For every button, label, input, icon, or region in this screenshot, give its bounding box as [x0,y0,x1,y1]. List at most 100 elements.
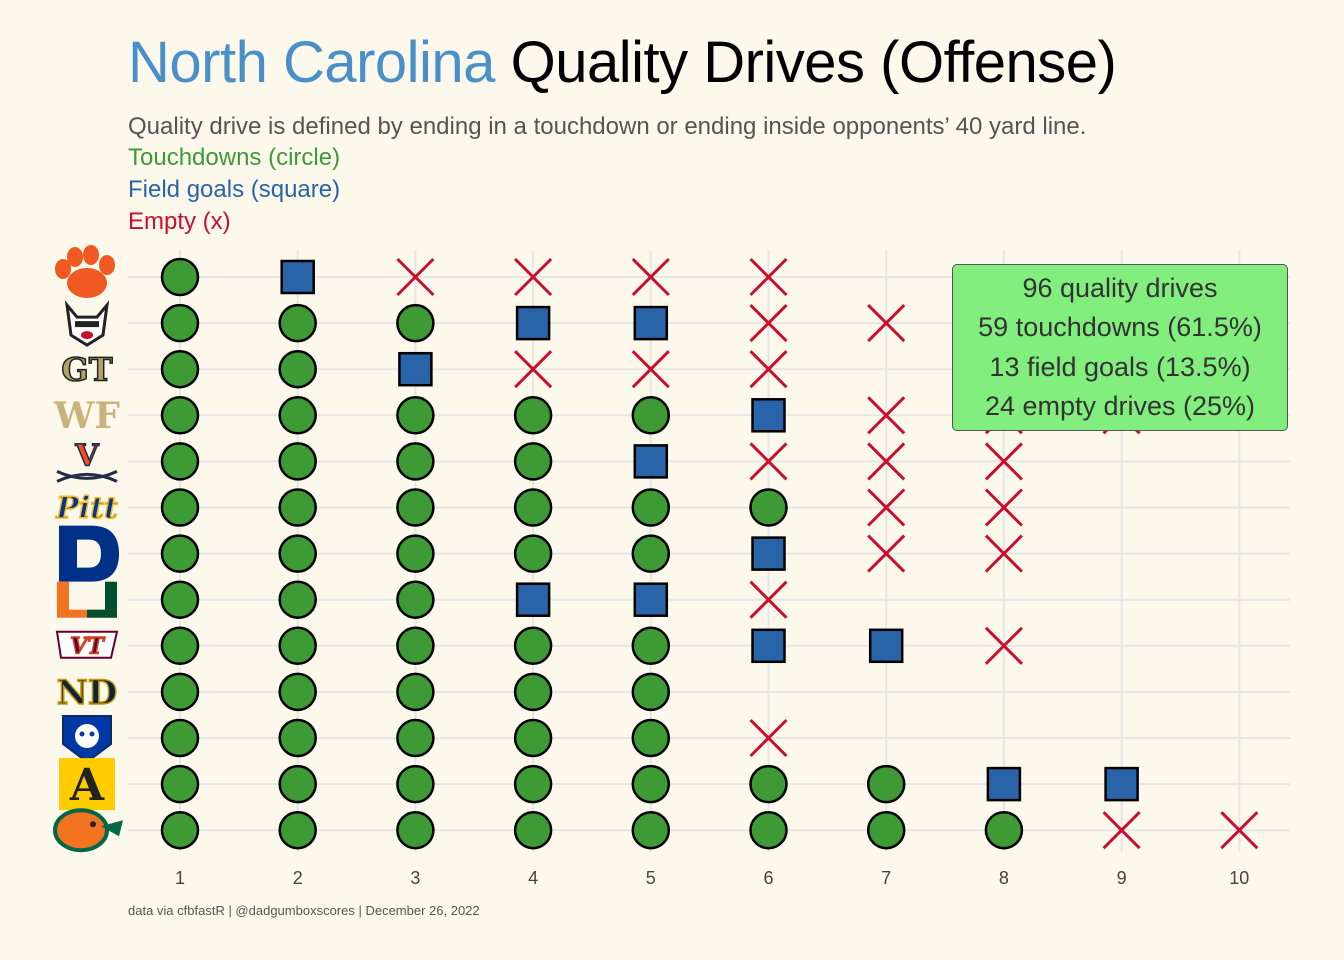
touchdown-mark [278,626,317,666]
empty-drive-mark [984,626,1023,665]
x-tick-label: 5 [646,868,656,888]
touchdown-mark [396,396,435,435]
touchdown-mark [631,534,671,573]
empty-drive-mark [631,350,670,389]
empty-drive-mark [867,534,906,573]
touchdown-mark [513,534,553,573]
field-goal-mark [633,582,669,617]
field-goal-mark [751,536,786,571]
empty-drive-mark [514,350,553,389]
field-goal-mark [398,351,433,387]
georgia-state-panther-logo [62,715,112,764]
title-rest: Quality Drives (Offense) [510,30,1117,95]
legend-touchdowns: Touchdowns (circle) [128,144,341,171]
duke-d-logo [59,525,119,582]
touchdown-mark [278,810,317,850]
touchdown-mark [396,672,435,712]
touchdown-mark [278,718,317,758]
touchdown-mark [631,672,671,712]
touchdown-mark [749,764,788,804]
touchdown-mark [749,810,788,850]
svg-text:Pitt: Pitt [55,491,118,526]
miami-u-logo [57,581,117,618]
field-goal-mark [986,766,1022,802]
touchdown-mark [160,764,200,804]
famu-rattler-logo [53,808,123,853]
touchdown-mark [160,488,200,527]
touchdown-mark [513,488,553,527]
touchdown-mark [396,764,435,804]
summary-touchdowns: 59 touchdowns (61.5%) [978,312,1262,343]
touchdown-mark [278,488,317,527]
summary-empty: 24 empty drives (25%) [984,390,1256,421]
touchdown-mark [396,580,435,619]
touchdown-mark [396,718,435,758]
empty-drive-mark [749,442,788,481]
field-goal-mark [515,582,551,617]
clemson-paw-logo [55,245,115,298]
notre-dame-nd-logo: ND [56,672,118,714]
x-tick-labels: 1 2 3 4 5 6 7 8 9 10 [175,868,1249,888]
touchdown-mark [396,534,435,573]
chart-subtitle: Quality drive is defined by ending in a … [128,113,1087,140]
empty-drive-mark [867,442,906,481]
x-tick-label: 3 [410,868,420,888]
touchdown-mark [278,534,317,573]
virginia-tech-vt-logo: VT [55,630,119,660]
touchdown-mark [513,442,553,481]
summary-field-goals: 13 field goals (13.5%) [989,351,1251,382]
field-goal-mark [751,628,786,664]
touchdown-mark [160,534,200,573]
touchdown-mark [513,396,553,435]
x-tick-label: 7 [881,868,891,888]
empty-drive-mark [984,442,1023,481]
touchdown-mark [396,626,435,666]
field-goal-mark [868,628,904,664]
touchdown-mark [160,626,200,666]
touchdown-mark [631,718,671,758]
georgia-tech-gt-logo: GT [61,350,114,390]
empty-drive-mark [514,257,553,297]
field-goal-mark [515,305,551,341]
touchdown-mark [278,396,317,435]
touchdown-mark [278,672,317,712]
empty-drive-mark [867,488,906,527]
empty-drive-mark [1102,811,1141,850]
x-tick-label: 8 [999,868,1009,888]
touchdown-mark [866,810,906,850]
x-tick-label: 4 [528,868,538,888]
touchdown-mark [396,488,435,527]
title-team: North Carolina [128,30,495,95]
empty-drive-mark [867,304,906,343]
empty-drive-mark [984,534,1023,573]
virginia-v-sabres-logo: V [56,438,118,483]
touchdown-mark [160,257,200,297]
touchdown-mark [160,349,200,389]
touchdown-mark [278,442,317,481]
empty-drive-mark [1220,811,1259,850]
touchdown-mark [513,672,553,712]
touchdown-mark [160,303,200,343]
touchdown-mark [160,672,200,712]
touchdown-mark [396,442,435,481]
touchdown-mark [278,580,317,619]
opponent-logos: GT WFV Pitt VT ND A [53,245,123,853]
svg-text:A: A [69,760,105,811]
empty-drive-mark [749,304,788,343]
touchdown-mark [513,810,553,850]
field-goal-mark [633,305,669,341]
touchdown-mark [984,810,1024,850]
field-goal-mark [280,259,315,295]
empty-drive-mark [749,350,788,389]
touchdown-mark [749,488,788,527]
touchdown-mark [866,764,906,804]
svg-text:ND: ND [57,673,118,713]
x-tick-label: 9 [1117,868,1127,888]
touchdown-mark [513,764,553,804]
touchdown-mark [631,626,671,666]
empty-drive-mark [749,580,788,619]
touchdown-mark [631,396,671,435]
touchdown-mark [160,580,200,619]
touchdown-mark [513,718,553,758]
